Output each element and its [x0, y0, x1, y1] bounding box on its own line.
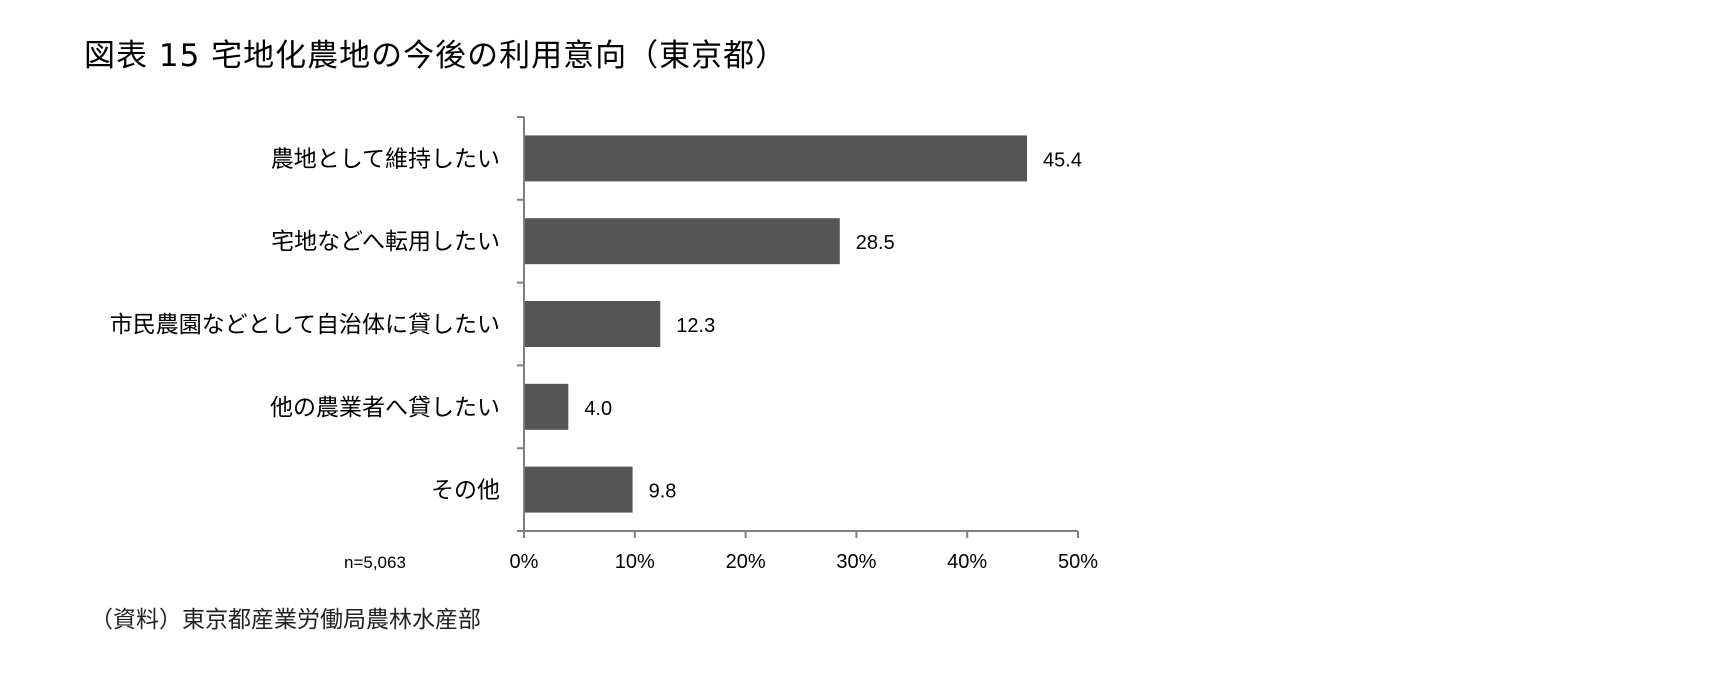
- bar: [524, 383, 569, 430]
- x-tick-label: 30%: [836, 551, 876, 573]
- chart-title: 図表 15 宅地化農地の今後の利用意向（東京都）: [84, 38, 788, 74]
- data-label: 45.4: [1043, 149, 1082, 171]
- bar: [524, 301, 661, 347]
- x-tick-label: 10%: [615, 551, 655, 573]
- bars-layer: 45.4 28.5 12.3 4.0 9.8: [524, 135, 1082, 513]
- data-label: 9.8: [649, 481, 677, 503]
- source-note: （資料）東京都産業労働局農林水産部: [90, 607, 481, 633]
- axis-layer: 農地として維持したい宅地などへ転用したい市民農園などとして自治体に貸したい他の農…: [110, 116, 1098, 573]
- x-tick-label: 0%: [510, 551, 539, 573]
- category-label: 他の農業者へ貸したい: [270, 395, 500, 421]
- bar: [524, 135, 1028, 182]
- x-tick-label: 50%: [1058, 551, 1098, 573]
- data-label: 4.0: [584, 398, 612, 420]
- data-label: 12.3: [676, 315, 715, 337]
- category-label: 農地として維持したい: [271, 146, 500, 172]
- bar: [524, 218, 840, 265]
- data-label: 28.5: [856, 232, 895, 254]
- category-label: その他: [431, 478, 500, 504]
- x-tick-label: 40%: [947, 551, 987, 573]
- sample-size-note: n=5,063: [344, 553, 406, 572]
- category-label: 宅地などへ転用したい: [271, 229, 500, 255]
- category-label: 市民農園などとして自治体に貸したい: [110, 312, 500, 338]
- bar-chart: 45.4 28.5 12.3 4.0 9.8 農地として維持したい宅地などへ転用したい市…: [110, 116, 1098, 573]
- x-tick-label: 20%: [726, 551, 766, 573]
- bar: [524, 466, 633, 513]
